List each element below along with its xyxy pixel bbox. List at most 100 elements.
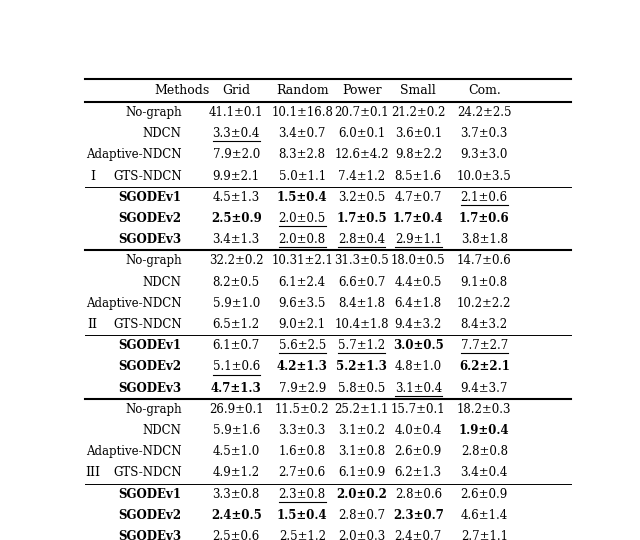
- Text: 2.9±1.1: 2.9±1.1: [395, 233, 442, 246]
- Text: 6.1±2.4: 6.1±2.4: [278, 275, 326, 288]
- Text: 1.9±0.4: 1.9±0.4: [459, 424, 509, 437]
- Text: 11.5±0.2: 11.5±0.2: [275, 403, 330, 416]
- Text: 2.8±0.6: 2.8±0.6: [395, 488, 442, 501]
- Text: 2.8±0.7: 2.8±0.7: [338, 509, 385, 522]
- Text: 31.3±0.5: 31.3±0.5: [334, 254, 389, 267]
- Text: 41.1±0.1: 41.1±0.1: [209, 106, 264, 119]
- Text: GTS-NDCN: GTS-NDCN: [113, 467, 182, 480]
- Text: 2.8±0.4: 2.8±0.4: [338, 233, 385, 246]
- Text: 14.7±0.6: 14.7±0.6: [457, 254, 511, 267]
- Text: NDCN: NDCN: [143, 424, 182, 437]
- Text: SGODEv1: SGODEv1: [118, 339, 182, 352]
- Text: 6.0±0.1: 6.0±0.1: [338, 127, 385, 140]
- Text: SGODEv2: SGODEv2: [118, 212, 182, 225]
- Text: 3.4±1.3: 3.4±1.3: [212, 233, 260, 246]
- Text: 3.1±0.8: 3.1±0.8: [338, 445, 385, 458]
- Text: GTS-NDCN: GTS-NDCN: [113, 170, 182, 183]
- Text: 5.0±1.1: 5.0±1.1: [278, 170, 326, 183]
- Text: 2.0±0.8: 2.0±0.8: [278, 233, 326, 246]
- Text: 1.5±0.4: 1.5±0.4: [277, 191, 328, 204]
- Text: NDCN: NDCN: [143, 127, 182, 140]
- Text: 2.4±0.5: 2.4±0.5: [211, 509, 262, 522]
- Text: 2.6±0.9: 2.6±0.9: [461, 488, 508, 501]
- Text: 4.5±1.0: 4.5±1.0: [212, 445, 260, 458]
- Text: Power: Power: [342, 84, 381, 97]
- Text: 4.7±1.3: 4.7±1.3: [211, 382, 262, 395]
- Text: III: III: [85, 467, 100, 480]
- Text: 4.8±1.0: 4.8±1.0: [395, 360, 442, 373]
- Text: SGODEv2: SGODEv2: [118, 509, 182, 522]
- Text: 5.6±2.5: 5.6±2.5: [278, 339, 326, 352]
- Text: 6.2±2.1: 6.2±2.1: [459, 360, 509, 373]
- Text: 6.4±1.8: 6.4±1.8: [395, 297, 442, 310]
- Text: 9.3±3.0: 9.3±3.0: [461, 148, 508, 161]
- Text: 21.2±0.2: 21.2±0.2: [391, 106, 445, 119]
- Text: 8.5±1.6: 8.5±1.6: [395, 170, 442, 183]
- Text: 6.2±1.3: 6.2±1.3: [395, 467, 442, 480]
- Text: No-graph: No-graph: [125, 254, 182, 267]
- Text: 1.7±0.4: 1.7±0.4: [393, 212, 444, 225]
- Text: 8.4±1.8: 8.4±1.8: [338, 297, 385, 310]
- Text: 1.6±0.8: 1.6±0.8: [278, 445, 326, 458]
- Text: 6.1±0.9: 6.1±0.9: [338, 467, 385, 480]
- Text: 4.5±1.3: 4.5±1.3: [212, 191, 260, 204]
- Text: 20.7±0.1: 20.7±0.1: [335, 106, 389, 119]
- Text: 4.2±1.3: 4.2±1.3: [276, 360, 328, 373]
- Text: 5.1±0.6: 5.1±0.6: [212, 360, 260, 373]
- Text: SGODEv1: SGODEv1: [118, 191, 182, 204]
- Text: 3.3±0.3: 3.3±0.3: [278, 424, 326, 437]
- Text: 25.2±1.1: 25.2±1.1: [335, 403, 389, 416]
- Text: 2.1±0.6: 2.1±0.6: [461, 191, 508, 204]
- Text: 8.3±2.8: 8.3±2.8: [278, 148, 326, 161]
- Text: 5.2±1.3: 5.2±1.3: [336, 360, 387, 373]
- Text: 32.2±0.2: 32.2±0.2: [209, 254, 264, 267]
- Text: 9.1±0.8: 9.1±0.8: [461, 275, 508, 288]
- Text: SGODEv3: SGODEv3: [118, 233, 182, 246]
- Text: 3.3±0.8: 3.3±0.8: [212, 488, 260, 501]
- Text: 2.5±0.6: 2.5±0.6: [212, 530, 260, 540]
- Text: 2.5±1.2: 2.5±1.2: [278, 530, 326, 540]
- Text: NDCN: NDCN: [143, 275, 182, 288]
- Text: 1.7±0.6: 1.7±0.6: [459, 212, 509, 225]
- Text: 3.4±0.4: 3.4±0.4: [461, 467, 508, 480]
- Text: 8.2±0.5: 8.2±0.5: [212, 275, 260, 288]
- Text: 6.5±1.2: 6.5±1.2: [212, 318, 260, 331]
- Text: No-graph: No-graph: [125, 403, 182, 416]
- Text: 5.7±1.2: 5.7±1.2: [338, 339, 385, 352]
- Text: 10.2±2.2: 10.2±2.2: [457, 297, 511, 310]
- Text: 3.2±0.5: 3.2±0.5: [338, 191, 385, 204]
- Text: 2.7±1.1: 2.7±1.1: [461, 530, 508, 540]
- Text: 3.7±0.3: 3.7±0.3: [461, 127, 508, 140]
- Text: 4.7±0.7: 4.7±0.7: [395, 191, 442, 204]
- Text: 12.6±4.2: 12.6±4.2: [335, 148, 389, 161]
- Text: Adaptive-NDCN: Adaptive-NDCN: [86, 297, 182, 310]
- Text: 2.3±0.7: 2.3±0.7: [393, 509, 444, 522]
- Text: 2.6±0.9: 2.6±0.9: [395, 445, 442, 458]
- Text: 10.4±1.8: 10.4±1.8: [335, 318, 389, 331]
- Text: 3.8±1.8: 3.8±1.8: [461, 233, 508, 246]
- Text: 24.2±2.5: 24.2±2.5: [457, 106, 511, 119]
- Text: 6.6±0.7: 6.6±0.7: [338, 275, 385, 288]
- Text: 9.6±3.5: 9.6±3.5: [278, 297, 326, 310]
- Text: 1.7±0.5: 1.7±0.5: [337, 212, 387, 225]
- Text: 5.9±1.6: 5.9±1.6: [212, 424, 260, 437]
- Text: 2.7±0.6: 2.7±0.6: [278, 467, 326, 480]
- Text: 6.1±0.7: 6.1±0.7: [212, 339, 260, 352]
- Text: 26.9±0.1: 26.9±0.1: [209, 403, 264, 416]
- Text: Com.: Com.: [468, 84, 500, 97]
- Text: SGODEv1: SGODEv1: [118, 488, 182, 501]
- Text: 18.0±0.5: 18.0±0.5: [391, 254, 445, 267]
- Text: 9.4±3.7: 9.4±3.7: [461, 382, 508, 395]
- Text: 2.8±0.8: 2.8±0.8: [461, 445, 508, 458]
- Text: 2.3±0.8: 2.3±0.8: [278, 488, 326, 501]
- Text: 4.4±0.5: 4.4±0.5: [395, 275, 442, 288]
- Text: Adaptive-NDCN: Adaptive-NDCN: [86, 148, 182, 161]
- Text: II: II: [88, 318, 97, 331]
- Text: SGODEv3: SGODEv3: [118, 530, 182, 540]
- Text: 2.0±0.3: 2.0±0.3: [338, 530, 385, 540]
- Text: 7.7±2.7: 7.7±2.7: [461, 339, 508, 352]
- Text: 5.9±1.0: 5.9±1.0: [212, 297, 260, 310]
- Text: 4.6±1.4: 4.6±1.4: [461, 509, 508, 522]
- Text: 10.1±16.8: 10.1±16.8: [271, 106, 333, 119]
- Text: 9.9±2.1: 9.9±2.1: [212, 170, 260, 183]
